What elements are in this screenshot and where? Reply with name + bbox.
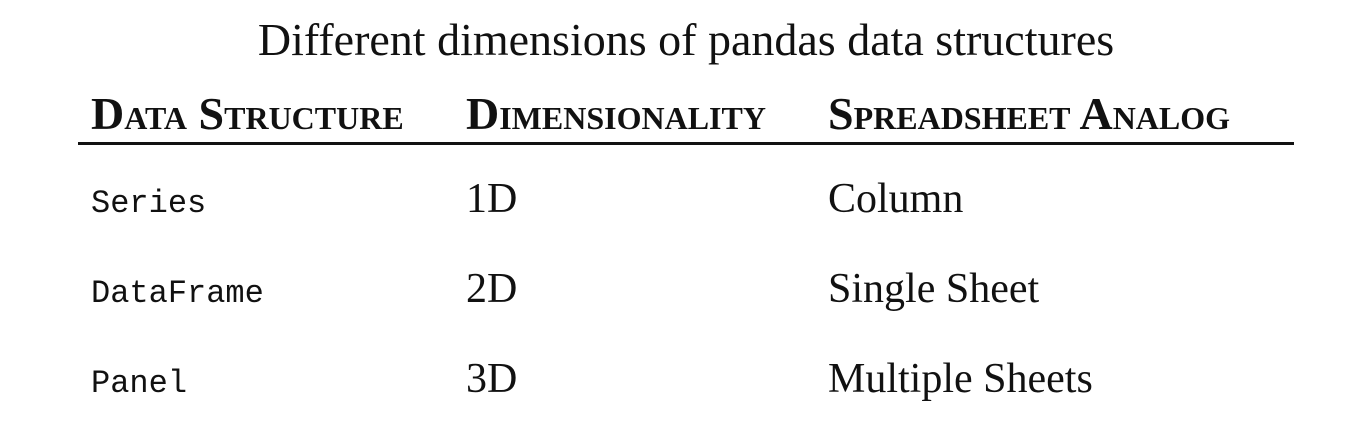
table-row: Series 1D Column xyxy=(78,154,1294,244)
cell-dimensionality: 1D xyxy=(466,175,518,222)
cell-structure-name: DataFrame xyxy=(91,274,264,312)
cell-dimensionality: 3D xyxy=(466,355,518,402)
cell-structure-name: Series xyxy=(91,184,207,222)
cell-dimensionality: 2D xyxy=(466,265,518,312)
cell-structure-name: Panel xyxy=(91,364,188,402)
cell-spreadsheet-analog: Single Sheet xyxy=(828,265,1040,312)
header-dimensionality: Dimensionality xyxy=(454,86,816,145)
table-header: Data Structure Dimensionality Spreadshee… xyxy=(78,86,1294,145)
cell-spreadsheet-analog: Multiple Sheets xyxy=(828,355,1093,402)
table-body: Series 1D Column DataFrame 2D Single She… xyxy=(78,144,1294,424)
header-spacer xyxy=(78,144,1294,154)
header-data-structure: Data Structure xyxy=(78,86,454,145)
table-row: DataFrame 2D Single Sheet xyxy=(78,244,1294,334)
data-structures-table: Data Structure Dimensionality Spreadshee… xyxy=(78,86,1294,424)
table-title: Different dimensions of pandas data stru… xyxy=(257,14,1115,65)
cell-spreadsheet-analog: Column xyxy=(828,175,964,222)
header-spreadsheet-analog: Spreadsheet Analog xyxy=(816,86,1294,145)
table-row: Panel 3D Multiple Sheets xyxy=(78,334,1294,424)
header-row: Data Structure Dimensionality Spreadshee… xyxy=(78,86,1294,145)
